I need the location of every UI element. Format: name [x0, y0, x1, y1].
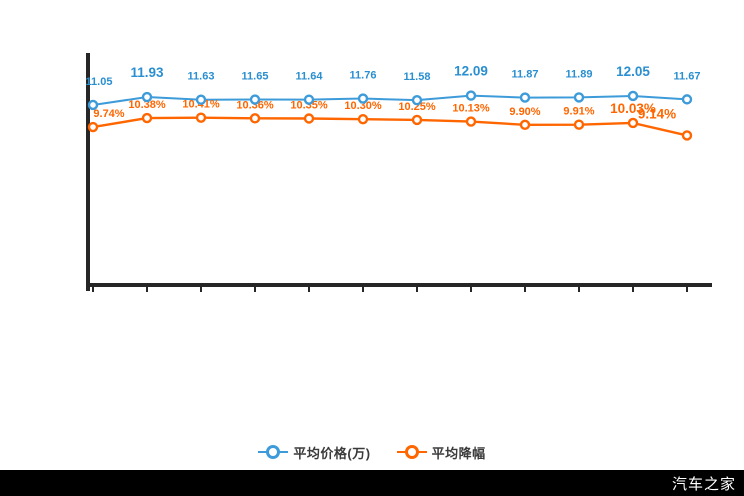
- data-label: 10.38%: [128, 99, 166, 111]
- data-point: [681, 130, 693, 141]
- data-label: 10.30%: [344, 100, 382, 112]
- data-point: [303, 94, 315, 105]
- series-line-0: [92, 94, 688, 106]
- data-label: 12.09: [454, 64, 488, 79]
- data-point: [141, 112, 153, 124]
- data-point: [141, 91, 153, 103]
- data-point: [627, 90, 639, 102]
- data-point: [411, 94, 423, 106]
- legend-label: 平均降幅: [431, 445, 486, 461]
- data-label: 11.89: [566, 68, 593, 80]
- data-label: 9.74%: [93, 108, 124, 120]
- data-point: [465, 116, 477, 127]
- data-label: 11.93: [130, 65, 164, 80]
- data-point: [195, 112, 207, 123]
- data-label: 11.05: [86, 76, 113, 88]
- data-point: [519, 92, 531, 103]
- data-point: [87, 121, 99, 133]
- data-point: [195, 94, 207, 105]
- data-label: 12.05: [616, 64, 650, 79]
- data-label: 11.58: [404, 71, 431, 83]
- series-line-1: [91, 116, 689, 137]
- data-point: [681, 94, 693, 105]
- data-label: 11.87: [512, 69, 539, 81]
- data-point: [573, 119, 585, 130]
- data-label: 10.35%: [290, 100, 328, 112]
- data-label: 10.03%: [610, 101, 656, 116]
- data-point: [411, 114, 423, 126]
- data-point: [249, 94, 261, 105]
- data-point: [249, 113, 261, 124]
- legend-item-avg-discount[interactable]: 平均降幅: [396, 443, 486, 462]
- watermark-text: 汽车之家: [671, 475, 736, 493]
- legend-item-avg-price[interactable]: 平均价格(万): [258, 443, 370, 462]
- data-label: 11.63: [188, 71, 215, 83]
- data-label: 9.91%: [563, 106, 594, 118]
- data-label: 9.14%: [638, 106, 676, 121]
- data-point: [357, 93, 369, 104]
- data-point: [519, 119, 531, 131]
- data-point: [87, 99, 99, 111]
- data-label: 9.90%: [509, 106, 540, 118]
- data-point: [627, 117, 639, 129]
- line-marker-icon: [258, 445, 289, 459]
- chart-legend: 平均价格(万) 平均降幅: [0, 438, 744, 466]
- data-point: [465, 90, 477, 101]
- data-label: 11.76: [350, 70, 377, 82]
- data-point: [573, 92, 585, 103]
- chart-area: 11.05 11.93 11.63 11.65 11.64 11.76 11.58 12.09…: [86, 53, 712, 292]
- data-label: 11.64: [296, 71, 324, 83]
- watermark-bar: 汽车之家: [0, 470, 744, 496]
- data-label: 10.25%: [398, 101, 436, 113]
- data-point: [357, 113, 369, 125]
- trend-chart: 11.05 11.93 11.63 11.65 11.64 11.76 11.58 12.09…: [86, 53, 712, 292]
- line-marker-icon: [396, 445, 427, 459]
- legend-label: 平均价格(万): [293, 445, 371, 461]
- data-point: [303, 113, 315, 124]
- data-label: 11.65: [242, 71, 269, 83]
- data-label: 10.13%: [452, 103, 490, 115]
- data-label: 10.36%: [236, 99, 274, 111]
- data-label: 11.67: [674, 70, 701, 82]
